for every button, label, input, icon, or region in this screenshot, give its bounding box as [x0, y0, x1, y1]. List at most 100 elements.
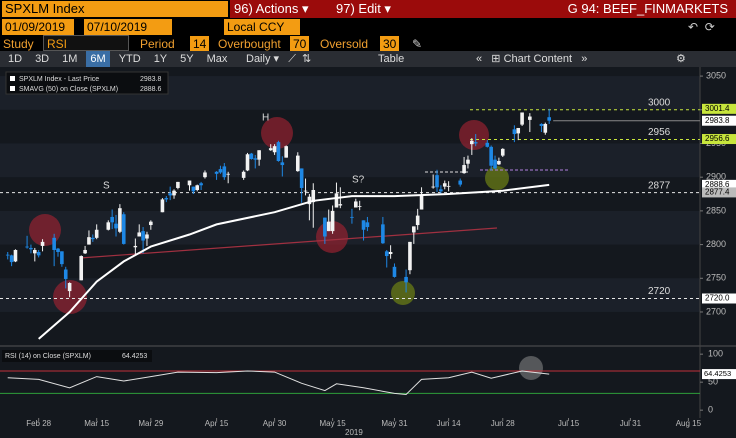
candle-body — [528, 116, 532, 120]
candle-body — [462, 165, 466, 174]
marker-circle — [459, 120, 489, 150]
candle-body — [442, 183, 447, 187]
candle-body — [52, 237, 56, 250]
x-tick-label: Jun 14 — [437, 419, 462, 428]
price-tag — [702, 134, 736, 145]
oversold-label: Oversold — [320, 37, 369, 51]
x-tick-label: Jul 31 — [620, 419, 642, 428]
icons[interactable]: ↶ ⟳ — [688, 20, 715, 34]
price-tag-label: 2888.6 — [705, 180, 730, 189]
frequency-label[interactable]: Daily — [246, 53, 271, 65]
candle-body — [33, 249, 37, 254]
candle-body — [516, 127, 521, 134]
x-tick-label: Mar 15 — [84, 419, 109, 428]
candle-body — [94, 229, 99, 238]
edit-label[interactable]: 97) Edit — [336, 1, 381, 16]
candle-body — [36, 251, 41, 256]
ticker[interactable]: SPXLM Index — [2, 1, 228, 17]
candle-body — [361, 220, 366, 230]
oversold[interactable]: 30 — [380, 36, 400, 52]
candle-body — [543, 123, 548, 133]
candle-body — [272, 146, 277, 153]
study[interactable]: RSI — [43, 35, 129, 51]
candle-body — [303, 190, 308, 192]
price-tag-label: 2877.4 — [705, 188, 730, 197]
candle-body — [435, 175, 439, 188]
candle-body — [547, 117, 551, 121]
candle-body — [67, 282, 72, 292]
edit-menu[interactable]: 97) Edit ▾ — [336, 1, 391, 16]
end-date[interactable]: 07/10/2019 — [84, 19, 172, 35]
candle-body — [354, 201, 358, 208]
candle-body — [326, 221, 331, 232]
candle-body — [106, 222, 111, 230]
candle-body — [160, 199, 165, 213]
range-button[interactable]: 1Y — [153, 53, 168, 65]
chart-content-label[interactable]: Chart Content — [503, 53, 573, 65]
price-tag-label: 2956.6 — [705, 134, 730, 143]
marker-circle — [391, 281, 415, 305]
candle-body — [408, 241, 412, 271]
workspace: G 94: BEEF_FINMARKETS — [567, 1, 728, 16]
candle-body — [91, 237, 95, 240]
candle-body — [284, 146, 288, 158]
period[interactable]: 14 — [190, 36, 210, 52]
actions-label[interactable]: 96) Actions — [234, 1, 299, 16]
x-tick-label: Jun 28 — [491, 419, 516, 428]
candle-body — [141, 231, 145, 241]
candle-body — [280, 162, 285, 166]
candle-body — [172, 190, 176, 196]
candle-body — [203, 172, 207, 178]
range-button[interactable]: 5Y — [180, 53, 194, 65]
x-tick-label: Feb 28 — [26, 419, 51, 428]
grid-band — [0, 210, 700, 245]
candle-body — [500, 148, 505, 156]
candle-body — [249, 153, 254, 159]
price-tag — [702, 115, 736, 126]
candle-body — [9, 255, 14, 263]
candle-body — [357, 206, 362, 207]
pencil-icon[interactable]: ✎ — [412, 37, 423, 51]
range-button[interactable]: Max — [206, 53, 228, 65]
candle-body — [323, 217, 327, 237]
legend-box — [5, 71, 169, 95]
year-label: 2019 — [345, 428, 363, 437]
candle-body — [334, 193, 339, 208]
level-label: 2877 — [648, 180, 671, 191]
range-button[interactable]: 1D — [8, 53, 23, 65]
candle-body — [268, 148, 273, 151]
candle-body — [384, 251, 389, 257]
candle-body — [392, 266, 397, 277]
candle-body — [29, 247, 33, 250]
actions-menu[interactable]: 96) Actions ▾ — [234, 1, 309, 16]
candle-body — [195, 185, 200, 190]
range-button[interactable]: 1M — [62, 53, 78, 65]
currency[interactable]: Local CCY — [224, 19, 300, 35]
candle-body — [388, 251, 393, 255]
annotation: S — [103, 181, 110, 192]
candle-body — [218, 169, 223, 173]
candle-body — [276, 142, 281, 162]
candle-body — [110, 216, 114, 223]
study-label: Study — [3, 37, 34, 51]
candle-body — [79, 256, 84, 281]
candle-body — [187, 180, 192, 186]
table-button[interactable]: Table — [378, 53, 405, 65]
candle-body — [299, 168, 304, 188]
candle-body — [149, 221, 153, 226]
candle-body — [404, 276, 408, 283]
y-tick-label: 2850 — [706, 205, 726, 215]
start-date[interactable]: 01/09/2019 — [2, 19, 74, 35]
range-button[interactable]: 3D — [35, 53, 50, 65]
legend-value: 2983.8 — [140, 76, 162, 83]
overbought[interactable]: 70 — [290, 36, 310, 52]
marker-circle — [485, 166, 509, 190]
range-button[interactable]: YTD — [118, 53, 141, 65]
candle-body — [13, 249, 18, 262]
price-tag — [702, 293, 736, 304]
frequency[interactable]: Daily ▾ ⟋ ⇅ — [246, 53, 312, 65]
range-button[interactable]: 6M — [86, 51, 110, 67]
chart-content[interactable]: « ⊞ Chart Content » ⚙ — [476, 53, 686, 65]
candle-body — [137, 232, 142, 237]
x-tick-label: Apr 15 — [205, 419, 229, 428]
